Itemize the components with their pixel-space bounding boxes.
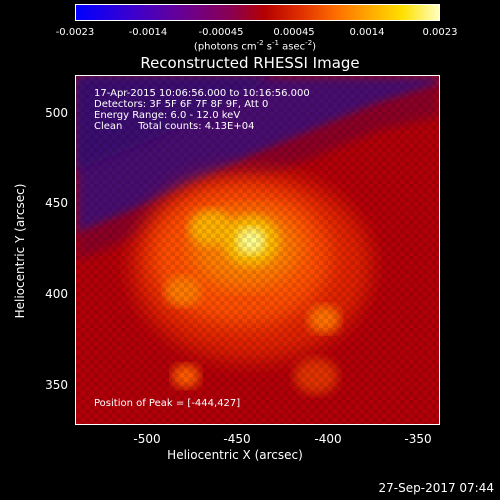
annotation-energy: Energy Range: 6.0 - 12.0 keV bbox=[94, 110, 241, 121]
x-tick: -450 bbox=[223, 432, 251, 446]
y-tick: 500 bbox=[45, 106, 68, 120]
annotation-time-range: 17-Apr-2015 10:06:56.000 to 10:16:56.000 bbox=[94, 88, 310, 99]
plot-title: Reconstructed RHESSI Image bbox=[140, 54, 360, 72]
colorbar-tick: 0.00045 bbox=[273, 27, 315, 38]
y-tick: 400 bbox=[45, 287, 68, 301]
x-tick: -500 bbox=[133, 432, 161, 446]
annotation-algorithm: Clean Total counts: 4.13E+04 bbox=[94, 121, 255, 132]
colorbar-tick: -0.00045 bbox=[198, 27, 244, 38]
x-tick: -400 bbox=[314, 432, 342, 446]
colorbar-tick: 0.0014 bbox=[349, 27, 385, 38]
annotation-detectors: Detectors: 3F 5F 6F 7F 8F 9F, Att 0 bbox=[94, 99, 269, 110]
colorbar-units: (photons cm-2 s-1 asec-2) bbox=[193, 39, 317, 53]
timestamp: 27-Sep-2017 07:44 bbox=[378, 481, 494, 495]
y-axis-label: Heliocentric Y (arcsec) bbox=[13, 183, 27, 319]
y-tick: 450 bbox=[45, 196, 68, 210]
colorbar-tick: -0.0023 bbox=[55, 27, 95, 38]
colorbar-tick: 0.0023 bbox=[422, 27, 458, 38]
x-axis-label: Heliocentric X (arcsec) bbox=[167, 448, 303, 462]
image-plot: 17-Apr-2015 10:06:56.000 to 10:16:56.000… bbox=[75, 75, 440, 425]
rhessi-image bbox=[76, 76, 439, 424]
y-tick: 350 bbox=[45, 378, 68, 392]
x-tick: -350 bbox=[404, 432, 432, 446]
colorbar bbox=[75, 4, 440, 21]
annotation-peak: Position of Peak = [-444,427] bbox=[94, 398, 241, 409]
colorbar-tick: -0.0014 bbox=[128, 27, 168, 38]
